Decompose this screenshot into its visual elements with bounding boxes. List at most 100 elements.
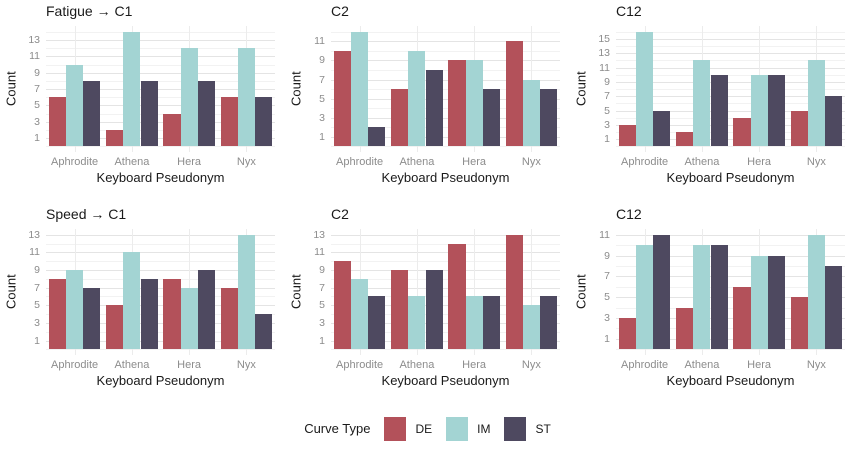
gridline-minor (46, 64, 275, 66)
gridline-major (331, 234, 560, 236)
x-tick-label: Athena (399, 156, 435, 168)
panel-title: C2 (331, 206, 349, 222)
gridline-minor (46, 278, 275, 280)
y-tick-label: 1 (319, 334, 325, 347)
bar-im-athena (693, 60, 711, 147)
gridline-major (331, 98, 560, 100)
x-tick-label: Hera (177, 156, 202, 168)
bar-im-athena (123, 31, 141, 147)
gridline-minor (331, 331, 560, 333)
bar-de-athena (106, 305, 124, 350)
panel-title: Fatigue → C1 (46, 3, 133, 19)
legend-label: ST (535, 421, 551, 436)
bar-im-aphrodite (351, 278, 369, 350)
bar-im-aphrodite (66, 64, 84, 147)
y-tick-label: 11 (29, 246, 40, 259)
y-tick-label: 7 (319, 281, 325, 294)
gridline-minor (46, 243, 275, 245)
gridline-minor (46, 296, 275, 298)
bar-im-aphrodite (636, 31, 654, 147)
x-tick-label: Hera (462, 156, 487, 168)
gridline-major (616, 338, 845, 340)
y-tick-label: 11 (599, 228, 610, 241)
bar-de-athena (106, 129, 124, 147)
x-tick-label: Nyx (521, 359, 541, 371)
bar-st-hera (482, 89, 500, 147)
gridline-major (331, 270, 560, 271)
gridline-major (46, 121, 275, 123)
legend-swatch-im (446, 416, 469, 441)
legend-entries: DE IM ST (384, 416, 551, 441)
gridline-major (616, 297, 845, 299)
y-tick-label: 3 (604, 118, 610, 131)
gridline-minor (46, 97, 275, 99)
gridline-vertical (416, 229, 418, 355)
gridline-major (46, 138, 275, 140)
panel-title: Speed → C1 (46, 206, 127, 222)
bar-im-aphrodite (351, 31, 369, 147)
gridline-minor (46, 331, 275, 333)
x-tick-label: Nyx (806, 156, 826, 168)
bar-im-hera (465, 296, 483, 350)
gridline-major (616, 139, 845, 141)
legend-entry-st: ST (504, 416, 551, 441)
bar-st-athena (425, 69, 443, 147)
bar-st-aphrodite (368, 296, 386, 350)
bar-st-nyx (255, 97, 273, 147)
x-tick-label: Nyx (521, 156, 541, 168)
y-tick-label: 3 (604, 312, 610, 324)
bar-st-hera (197, 80, 215, 147)
bar-im-athena (123, 252, 141, 350)
gridline-minor (331, 89, 560, 90)
gridline-minor (331, 69, 560, 71)
bar-st-nyx (825, 96, 843, 147)
bar-st-nyx (255, 314, 273, 350)
gridline-minor (616, 31, 845, 33)
y-tick-label: 9 (604, 75, 610, 88)
bar-de-aphrodite (618, 124, 637, 147)
bar-st-aphrodite (368, 127, 386, 147)
y-tick-label: 11 (314, 35, 325, 48)
y-tick-label: 1 (604, 133, 610, 146)
y-tick-label: 9 (34, 264, 40, 276)
bar-st-nyx (540, 296, 558, 350)
gridline-major (331, 41, 560, 43)
gridline-major (331, 252, 560, 254)
y-tick-label: 7 (604, 90, 610, 103)
gridline-major (616, 318, 845, 319)
bar-st-hera (767, 255, 785, 350)
bar-de-hera (733, 286, 751, 350)
y-tick-label: 9 (319, 264, 325, 276)
bar-im-hera (465, 60, 483, 147)
gridline-major (616, 234, 845, 236)
x-tick-label: Aphrodite (51, 156, 99, 168)
y-tick-label: 5 (604, 291, 610, 304)
gridline-minor (616, 146, 845, 148)
panel-speed-c12: C12 Count Keyboard Pseudonym 1 3 5 7 9 11 Aphr… (570, 203, 855, 406)
gridline-major (331, 322, 560, 324)
x-tick-label: Hera (747, 156, 772, 168)
x-tick-label: Hera (177, 359, 202, 371)
y-tick-label: 3 (34, 316, 40, 329)
gridline-major (616, 255, 845, 257)
gridline-major (331, 60, 560, 62)
legend-swatch-st (504, 416, 527, 441)
gridline-minor (331, 243, 560, 245)
bar-im-aphrodite (66, 270, 84, 350)
gridline-minor (331, 50, 560, 52)
gridline-minor (331, 146, 560, 148)
y-tick-label: 15 (598, 32, 610, 45)
gridline-minor (616, 60, 845, 62)
bar-st-hera (482, 296, 500, 350)
y-tick-label: 3 (319, 111, 325, 124)
y-tick-label: 1 (34, 334, 40, 347)
x-tick-label: Aphrodite (336, 156, 384, 168)
gridline-major (46, 89, 275, 90)
bar-im-aphrodite (636, 245, 654, 350)
gridline-major (331, 117, 560, 119)
y-tick-label: 5 (604, 104, 610, 117)
x-axis-title: Keyboard Pseudonym (96, 373, 225, 388)
